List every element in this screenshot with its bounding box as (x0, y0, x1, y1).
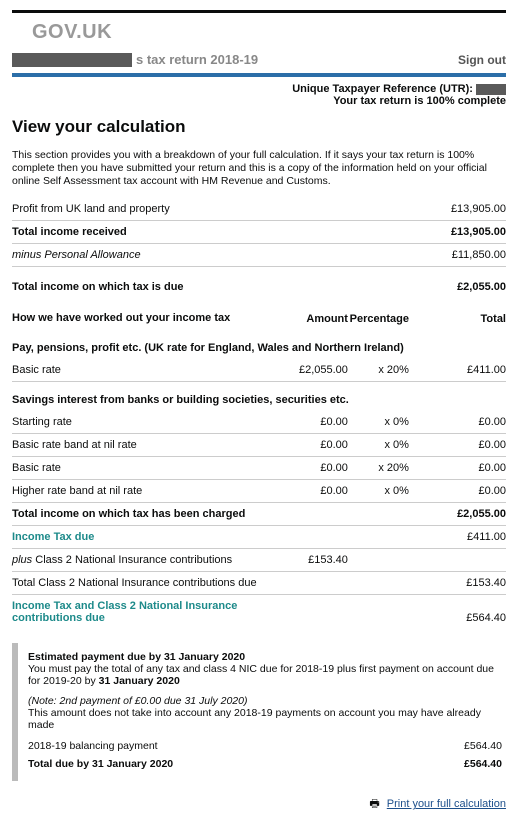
calculation-table: Profit from UK land and property £13,905… (12, 198, 506, 629)
utr-redaction (476, 84, 506, 95)
table-row: Total income on which tax has been charg… (12, 503, 506, 526)
row-label: Total income received (12, 221, 269, 244)
row-label: Total income on which tax has been charg… (12, 503, 269, 526)
row-label: Total Class 2 National Insurance contrib… (12, 572, 269, 595)
table-row: How we have worked out your income tax A… (12, 298, 506, 330)
row-total: £153.40 (427, 572, 506, 595)
row-pct: x 20% (348, 359, 427, 382)
row-label: 2018-19 balancing payment (28, 737, 404, 755)
row-label: Total due by 31 January 2020 (28, 755, 404, 773)
row-pct: x 20% (348, 457, 427, 480)
callout-heading: Estimated payment due by 31 January 2020 (28, 651, 502, 663)
page-title: View your calculation (12, 117, 506, 137)
row-label: plus Class 2 National Insurance contribu… (12, 549, 269, 572)
row-pct: x 0% (348, 480, 427, 503)
row-label: Total income on which tax is due (12, 267, 269, 299)
row-label: Income Tax due (12, 526, 269, 549)
row-amount: £153.40 (269, 549, 348, 572)
row-total: £0.00 (427, 411, 506, 434)
name-redaction (12, 53, 132, 67)
callout-body2: This amount does not take into account a… (28, 707, 502, 731)
col-amount: Amount (269, 298, 348, 330)
gov-uk-brand: GOV.UK (12, 21, 506, 44)
row-total: £11,850.00 (427, 244, 506, 267)
row-label: Basic rate (12, 359, 269, 382)
table-row: Profit from UK land and property £13,905… (12, 198, 506, 221)
row-amount: £2,055.00 (269, 359, 348, 382)
print-link[interactable]: Print your full calculation (387, 798, 506, 810)
table-row: Total Class 2 National Insurance contrib… (12, 572, 506, 595)
table-row: Total income on which tax is due £2,055.… (12, 267, 506, 299)
table-row: Higher rate band at nil rate £0.00 x 0% … (12, 480, 506, 503)
row-amount: £0.00 (269, 411, 348, 434)
row-pct: x 0% (348, 434, 427, 457)
row-label: minus Personal Allowance (12, 244, 269, 267)
print-row: 🖶 Print your full calculation (12, 795, 506, 814)
table-row: plus Class 2 National Insurance contribu… (12, 549, 506, 572)
row-total: £411.00 (427, 359, 506, 382)
utr-label: Unique Taxpayer Reference (UTR): (292, 83, 473, 95)
row-amount: £0.00 (269, 480, 348, 503)
row-total: £564.40 (404, 755, 502, 773)
utr-row: Unique Taxpayer Reference (UTR): (12, 83, 506, 95)
table-row: 2018-19 balancing payment £564.40 (28, 737, 502, 755)
intro-text: This section provides you with a breakdo… (12, 149, 506, 188)
payment-callout: Estimated payment due by 31 January 2020… (12, 643, 506, 781)
row-total: £564.40 (404, 737, 502, 755)
table-row: Basic rate band at nil rate £0.00 x 0% £… (12, 434, 506, 457)
row-total: £13,905.00 (427, 198, 506, 221)
row-total: £411.00 (427, 526, 506, 549)
table-row: Basic rate £0.00 x 20% £0.00 (12, 457, 506, 480)
section-heading: Pay, pensions, profit etc. (UK rate for … (12, 330, 506, 359)
table-row: Pay, pensions, profit etc. (UK rate for … (12, 330, 506, 359)
section-heading: How we have worked out your income tax (12, 298, 269, 330)
row-pct: x 0% (348, 411, 427, 434)
row-total: £0.00 (427, 480, 506, 503)
table-row: Total income received £13,905.00 (12, 221, 506, 244)
col-total: Total (427, 298, 506, 330)
row-total: £0.00 (427, 457, 506, 480)
tax-return-title: s tax return 2018-19 (136, 52, 258, 67)
row-label: Basic rate band at nil rate (12, 434, 269, 457)
row-label: Starting rate (12, 411, 269, 434)
row-total: £2,055.00 (427, 503, 506, 526)
blue-rule (12, 73, 506, 77)
row-total: £564.40 (427, 595, 506, 630)
row-total: £2,055.00 (427, 267, 506, 299)
row-label: Profit from UK land and property (12, 198, 269, 221)
row-amount: £0.00 (269, 434, 348, 457)
table-row: Total due by 31 January 2020 £564.40 (28, 755, 502, 773)
table-row: minus Personal Allowance £11,850.00 (12, 244, 506, 267)
table-row: Savings interest from banks or building … (12, 382, 506, 412)
row-total: £13,905.00 (427, 221, 506, 244)
row-amount: £0.00 (269, 457, 348, 480)
callout-body: You must pay the total of any tax and cl… (28, 663, 502, 687)
row-label: Income Tax and Class 2 National Insuranc… (12, 595, 269, 630)
completion-status: Your tax return is 100% complete (12, 95, 506, 107)
table-row: Income Tax due £411.00 (12, 526, 506, 549)
table-row: Starting rate £0.00 x 0% £0.00 (12, 411, 506, 434)
col-percentage: Percentage (348, 298, 427, 330)
callout-note: (Note: 2nd payment of £0.00 due 31 July … (28, 695, 502, 707)
printer-icon: 🖶 (369, 798, 379, 810)
row-label: Basic rate (12, 457, 269, 480)
sub-header: s tax return 2018-19 Sign out (12, 52, 506, 67)
row-label: Higher rate band at nil rate (12, 480, 269, 503)
section-heading: Savings interest from banks or building … (12, 382, 506, 412)
sign-out-link[interactable]: Sign out (458, 53, 506, 67)
top-rule (12, 10, 506, 13)
table-row: Income Tax and Class 2 National Insuranc… (12, 595, 506, 630)
row-total: £0.00 (427, 434, 506, 457)
table-row: Basic rate £2,055.00 x 20% £411.00 (12, 359, 506, 382)
